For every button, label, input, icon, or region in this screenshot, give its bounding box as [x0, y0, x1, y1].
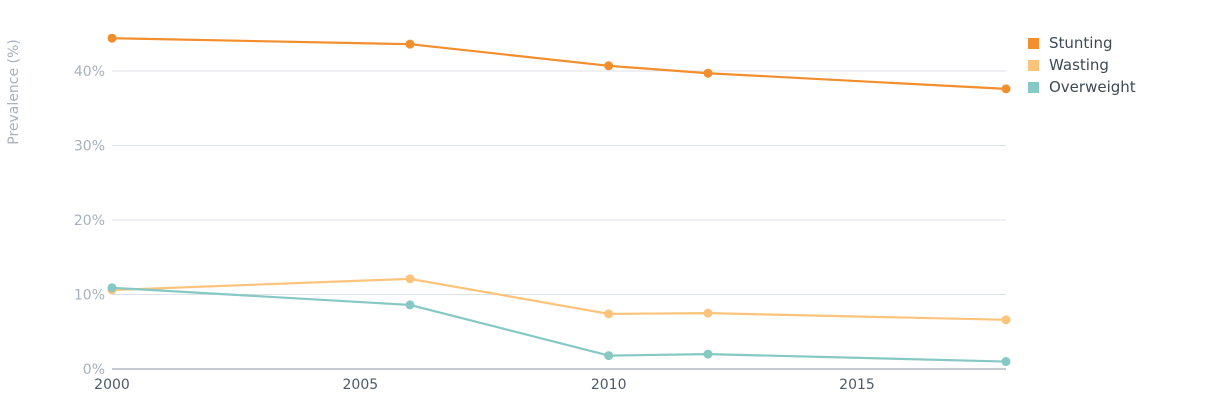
data-point-overweight[interactable] — [703, 349, 713, 359]
series-lines — [107, 33, 1011, 367]
x-tick-label: 2000 — [94, 377, 130, 393]
y-tick-label: 30% — [74, 139, 105, 155]
data-point-overweight[interactable] — [604, 351, 614, 361]
data-point-stunting[interactable] — [405, 39, 415, 49]
legend-label: Stunting — [1049, 34, 1113, 52]
series-line-wasting — [110, 277, 1008, 321]
y-axis-label: Prevalence (%) — [6, 39, 22, 145]
y-tick-label: 0% — [83, 362, 105, 378]
data-point-wasting[interactable] — [604, 309, 614, 319]
legend-label: Wasting — [1049, 56, 1109, 74]
data-point-overweight[interactable] — [1001, 357, 1011, 367]
x-tick-label: 2015 — [839, 377, 875, 393]
series-line-stunting — [110, 37, 1008, 90]
data-point-stunting[interactable] — [703, 68, 713, 78]
data-point-overweight[interactable] — [405, 300, 415, 310]
data-point-wasting[interactable] — [405, 274, 415, 284]
data-point-stunting[interactable] — [1001, 84, 1011, 94]
x-tick-label: 2005 — [343, 377, 379, 393]
x-tick-label: 2010 — [591, 377, 627, 393]
legend-swatch — [1028, 37, 1039, 49]
y-tick-label: 20% — [74, 213, 105, 229]
y-tick-label: 10% — [74, 288, 105, 304]
axes: 0% 10% 20% 30% 40% 2000 2005 2010 2015 — [74, 64, 1006, 393]
legend-label: Overweight — [1049, 78, 1136, 96]
legend-item-stunting[interactable]: Stunting — [1028, 32, 1136, 54]
legend-swatch — [1028, 59, 1039, 71]
data-point-wasting[interactable] — [703, 308, 713, 318]
data-point-wasting[interactable] — [1001, 315, 1011, 325]
legend-item-overweight[interactable]: Overweight — [1028, 76, 1136, 98]
data-point-stunting[interactable] — [107, 33, 117, 43]
data-point-stunting[interactable] — [604, 61, 614, 71]
legend: Stunting Wasting Overweight — [1028, 32, 1136, 98]
series-line-overweight — [110, 286, 1008, 363]
data-point-overweight[interactable] — [107, 283, 117, 293]
legend-swatch — [1028, 81, 1039, 93]
legend-item-wasting[interactable]: Wasting — [1028, 54, 1136, 76]
gridlines — [112, 70, 1006, 295]
y-tick-label: 40% — [74, 64, 105, 80]
